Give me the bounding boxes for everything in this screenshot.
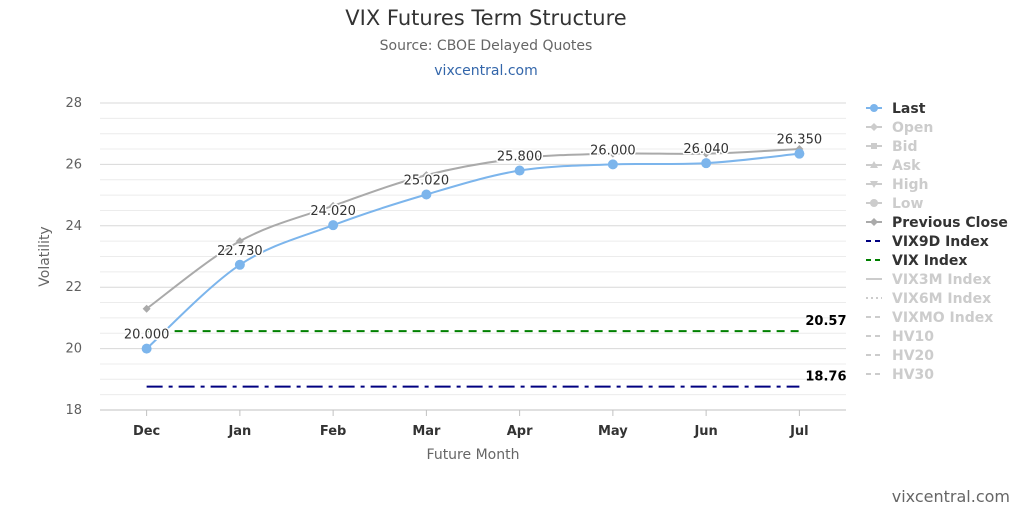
legend-label: VIXMO Index [892, 310, 993, 326]
point-previous-close [608, 149, 617, 158]
legend-label: Previous Close [892, 215, 1008, 231]
point-last [328, 220, 339, 231]
legend-item[interactable]: Previous Close [866, 215, 1008, 231]
y-tick-label: 28 [65, 96, 82, 111]
legend-marker-icon [870, 161, 878, 168]
legend-marker-icon [870, 199, 878, 207]
legend-label: Last [892, 101, 926, 117]
x-tick-label: Apr [507, 424, 533, 439]
source-link[interactable]: vixcentral.com [434, 63, 538, 79]
legend-label: HV10 [892, 329, 934, 345]
legend-label: Low [892, 196, 924, 212]
x-tick-label: May [598, 424, 628, 439]
legend-item[interactable]: VIX9D Index [866, 234, 989, 250]
index-label: 20.57 [805, 314, 846, 329]
data-label: 24.020 [310, 204, 356, 219]
legend-item[interactable]: High [866, 177, 929, 193]
legend-item[interactable]: VIX Index [866, 253, 967, 269]
legend: Last Open Bid Ask High Low Previous Close VIX9D… [866, 101, 1008, 383]
legend-item[interactable]: Ask [866, 158, 921, 174]
legend-label: VIX Index [892, 253, 967, 269]
data-label: 26.000 [590, 143, 636, 158]
y-tick-label: 18 [65, 403, 82, 418]
legend-label: Open [892, 120, 933, 136]
point-last [794, 148, 805, 159]
data-label: 22.730 [217, 244, 263, 259]
point-last [141, 343, 152, 354]
index-label: 18.76 [805, 370, 846, 385]
legend-item[interactable]: Open [866, 120, 933, 136]
data-label: 20.000 [124, 328, 170, 343]
legend-item[interactable]: HV30 [866, 367, 934, 383]
x-tick-label: Mar [412, 424, 441, 439]
grid-lines [100, 102, 846, 411]
legend-label: High [892, 177, 929, 193]
data-label: 26.040 [683, 142, 729, 157]
point-last [234, 259, 245, 270]
legend-marker-icon [870, 181, 878, 188]
legend-item[interactable]: Last [866, 101, 926, 117]
point-previous-close [422, 171, 431, 180]
legend-label: VIX9D Index [892, 234, 989, 250]
y-tick-label: 24 [65, 219, 82, 234]
x-tick-label: Jun [693, 424, 717, 439]
point-previous-close [702, 149, 711, 158]
point-last [607, 159, 618, 170]
legend-label: HV30 [892, 367, 934, 383]
legend-item[interactable]: VIX3M Index [866, 272, 991, 288]
y-axis-title: Volatility [37, 226, 53, 286]
chart-subtitle: Source: CBOE Delayed Quotes [379, 38, 593, 54]
point-last [421, 189, 432, 200]
plot-series [141, 145, 805, 388]
point-last [514, 165, 525, 176]
legend-item[interactable]: Bid [866, 139, 918, 155]
legend-label: HV20 [892, 348, 934, 364]
legend-marker-icon [870, 104, 878, 112]
data-label: 26.350 [777, 133, 823, 148]
series-line-previous-close [146, 148, 800, 310]
x-axis: Dec Jan Feb Mar Apr May Jun Jul [133, 410, 809, 439]
legend-label: VIX6M Index [892, 291, 991, 307]
legend-marker-icon [871, 143, 877, 149]
x-tick-label: Jul [789, 424, 809, 439]
legend-item[interactable]: VIXMO Index [866, 310, 993, 326]
legend-marker-icon [870, 123, 878, 131]
legend-marker-icon [870, 218, 878, 226]
legend-item[interactable]: Low [866, 196, 924, 212]
chart-title: VIX Futures Term Structure [345, 6, 627, 30]
x-tick-label: Dec [133, 424, 160, 439]
x-axis-title: Future Month [427, 447, 520, 463]
data-label: 25.800 [497, 150, 543, 165]
y-axis: 18 20 22 24 26 28 [65, 96, 82, 418]
legend-item[interactable]: VIX6M Index [866, 291, 991, 307]
x-tick-label: Feb [320, 424, 346, 439]
point-last [701, 158, 712, 169]
legend-item[interactable]: HV10 [866, 329, 934, 345]
x-tick-label: Jan [227, 424, 251, 439]
y-tick-label: 26 [65, 157, 82, 172]
credit-text[interactable]: vixcentral.com [891, 487, 1010, 506]
legend-label: Ask [892, 158, 921, 174]
point-previous-close [329, 201, 338, 210]
point-previous-close [235, 237, 244, 246]
data-label: 25.020 [404, 173, 450, 188]
y-tick-label: 20 [65, 342, 82, 357]
point-previous-close [142, 304, 151, 313]
legend-label: Bid [892, 139, 918, 155]
point-previous-close [515, 154, 524, 163]
legend-label: VIX3M Index [892, 272, 991, 288]
y-tick-label: 22 [65, 280, 82, 295]
data-labels: 18.76 20.57 20.000 22.730 24.020 25.020 25.800… [122, 131, 846, 385]
legend-item[interactable]: HV20 [866, 348, 934, 364]
